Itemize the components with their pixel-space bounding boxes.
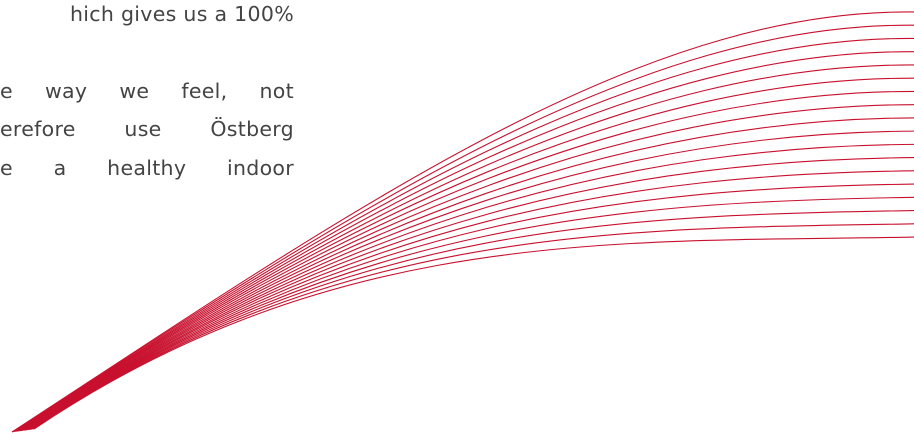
swoosh-line xyxy=(11,11,914,433)
text-line: hich gives us a 100% xyxy=(70,2,294,26)
swoosh-line xyxy=(32,223,914,430)
swoosh-line xyxy=(27,170,914,431)
text-line: e a healthy indoor xyxy=(0,156,294,180)
text-line: e way we feel, not xyxy=(0,79,294,103)
swoosh-line xyxy=(24,143,914,431)
swoosh-line xyxy=(25,157,914,431)
text-line: erefore use Östberg xyxy=(0,117,294,141)
swoosh-line xyxy=(15,51,914,432)
swoosh-line xyxy=(31,210,914,430)
swoosh-line xyxy=(28,183,914,431)
swoosh-line xyxy=(29,196,914,430)
swoosh-line xyxy=(20,104,914,432)
swoosh-line xyxy=(19,90,914,432)
swoosh-line xyxy=(33,236,914,430)
